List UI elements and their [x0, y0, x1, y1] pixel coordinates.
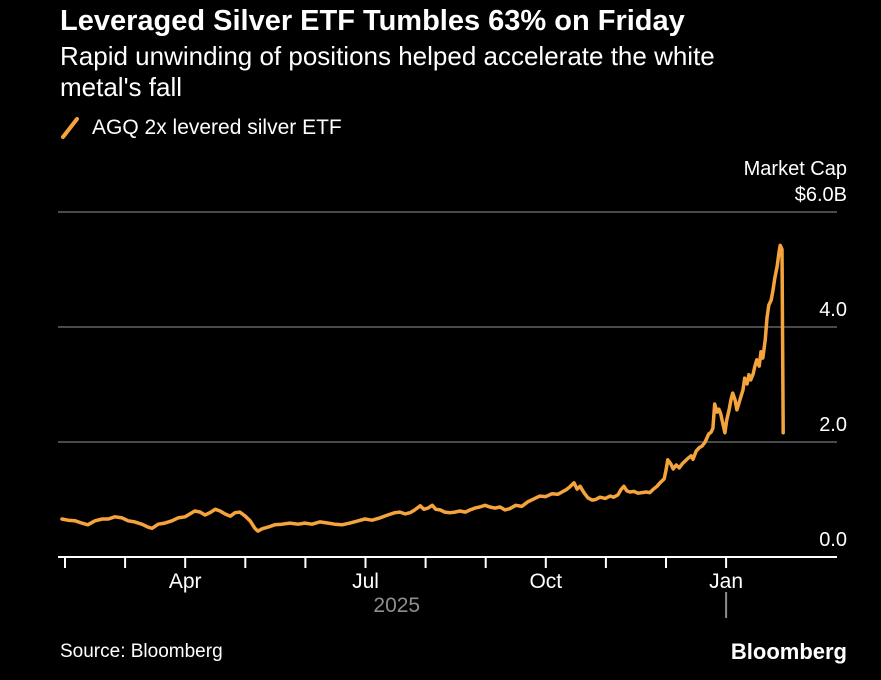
- y-tick-label: 4.0: [819, 299, 847, 321]
- chart-title: Leveraged Silver ETF Tumbles 63% on Frid…: [60, 5, 685, 37]
- x-tick-label: Jan: [709, 570, 744, 593]
- bloomberg-logo: Bloomberg: [730, 639, 847, 664]
- legend: AGQ 2x levered silver ETF: [60, 116, 342, 140]
- etf-market-cap-line: [60, 243, 785, 533]
- y-tick-label: 0.0: [819, 529, 847, 551]
- legend-slash-icon: [61, 117, 79, 139]
- source-credit: Source: Bloomberg: [60, 641, 223, 662]
- x-tick-label: Jul: [352, 570, 379, 593]
- y-tick-label: $6.0B: [794, 184, 847, 206]
- x-axis-year-label: 2025: [373, 594, 421, 617]
- chart-subtitle: Rapid unwinding of positions helped acce…: [60, 41, 715, 102]
- legend-label: AGQ 2x levered silver ETF: [92, 116, 342, 139]
- x-tick-label: Oct: [529, 570, 563, 593]
- y-axis-title: Market Cap: [743, 158, 847, 180]
- x-tick-label: Apr: [168, 570, 202, 593]
- y-tick-label: 2.0: [819, 414, 847, 436]
